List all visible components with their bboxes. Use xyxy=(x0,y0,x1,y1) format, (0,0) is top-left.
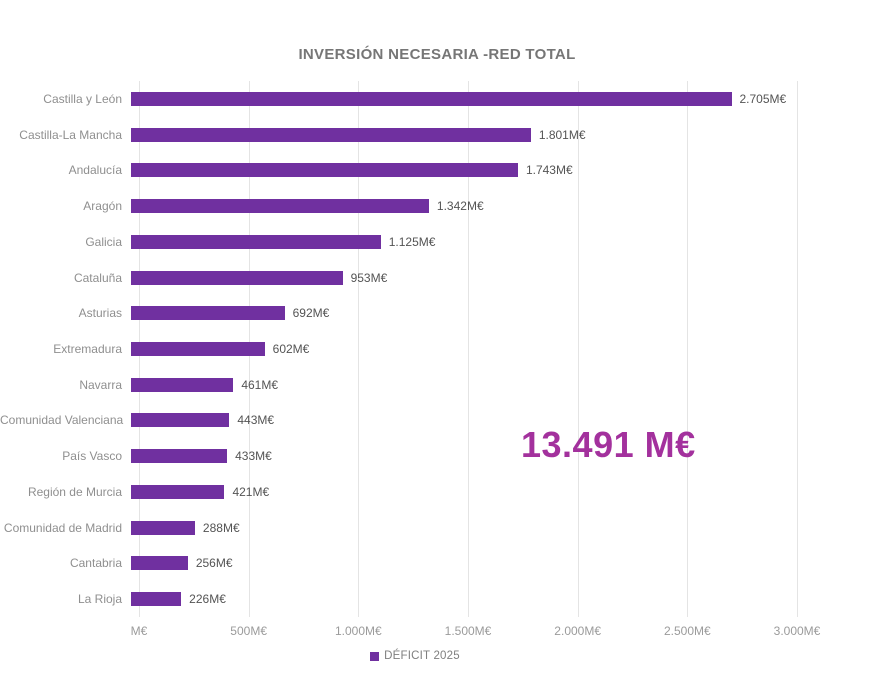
value-label: 288M€ xyxy=(202,520,240,535)
value-label: 953M€ xyxy=(350,270,388,285)
legend-swatch xyxy=(370,651,380,661)
x-tick-label: 2.500M€ xyxy=(663,624,711,638)
category-label: Andalucía xyxy=(68,163,122,178)
category-label: Comunidad de Madrid xyxy=(3,520,122,535)
bar xyxy=(131,270,343,285)
bar xyxy=(131,377,234,392)
bar-row: Galicia 1.125M€ xyxy=(0,224,797,260)
bar xyxy=(131,91,732,106)
category-label: Galicia xyxy=(85,234,122,249)
bar-track: 1.125M€ xyxy=(131,224,797,260)
chart-title: INVERSIÓN NECESARIA -RED TOTAL xyxy=(298,46,576,63)
bar-track: 421M€ xyxy=(131,474,797,510)
x-tick-label: 2.000M€ xyxy=(554,624,602,638)
value-label: 443M€ xyxy=(237,413,275,428)
bar-row: Comunidad Valenciana 443M€ xyxy=(0,403,797,439)
gridline xyxy=(687,81,689,617)
bar xyxy=(131,234,381,249)
bar-row: Navarra 461M€ xyxy=(0,367,797,403)
gridline xyxy=(468,81,469,617)
plot-area: Castilla y León 2.705M€ Castilla-La Manc… xyxy=(0,81,798,617)
x-axis: M€ 500M€ 1.000M€ 1.500M€ 2.000M€ 2.500M€… xyxy=(131,624,821,640)
x-tick-label: 3.000M€ xyxy=(773,624,821,638)
bar-row: Andalucía 1.743M€ xyxy=(0,152,797,188)
bar xyxy=(131,413,230,428)
bar-track: 1.342M€ xyxy=(131,188,797,224)
bar-track: 1.801M€ xyxy=(131,117,797,153)
category-label: Cantabria xyxy=(69,556,122,571)
bar-track: 1.743M€ xyxy=(131,152,797,188)
bar-rows: Castilla y León 2.705M€ Castilla-La Manc… xyxy=(0,81,797,617)
bar xyxy=(131,199,429,214)
bar-track: 461M€ xyxy=(131,367,797,403)
value-label: 256M€ xyxy=(195,556,233,571)
x-tick-label: M€ xyxy=(130,624,148,638)
value-label: 226M€ xyxy=(189,592,226,607)
category-label: Asturias xyxy=(78,306,122,321)
value-label: 461M€ xyxy=(241,377,279,392)
gridline xyxy=(797,81,798,617)
bar-row: Comunidad de Madrid 288M€ xyxy=(0,510,797,546)
legend: DÉFICIT 2025 xyxy=(0,650,830,662)
category-label: Comunidad Valenciana xyxy=(0,413,124,428)
gridline xyxy=(577,81,579,617)
bar-track: 602M€ xyxy=(131,331,797,367)
bar-row: Aragón 1.342M€ xyxy=(0,188,797,224)
bar-row: País Vasco 433M€ xyxy=(0,438,797,474)
bar xyxy=(131,163,518,178)
value-label: 1.801M€ xyxy=(538,127,586,142)
bar xyxy=(131,127,531,142)
bar xyxy=(131,556,188,571)
x-tick-label: 1.000M€ xyxy=(334,624,382,638)
bar-track: 433M€ xyxy=(131,438,797,474)
bar xyxy=(131,306,285,321)
bar xyxy=(131,520,195,535)
category-label: País Vasco xyxy=(62,449,122,464)
bar-track: 226M€ xyxy=(131,581,797,617)
bar-row: La Rioja 226M€ xyxy=(0,581,797,617)
bar xyxy=(131,484,225,499)
bar-track: 692M€ xyxy=(131,295,797,331)
value-label: 2.705M€ xyxy=(739,91,787,106)
bar xyxy=(131,342,265,356)
category-label: Extremadura xyxy=(53,342,122,356)
bar-row: Cantabria 256M€ xyxy=(0,546,797,582)
bar-row: Asturias 692M€ xyxy=(0,295,797,331)
category-label: Castilla-La Mancha xyxy=(19,127,122,142)
value-label: 1.342M€ xyxy=(436,199,484,214)
bar-track: 2.705M€ xyxy=(131,81,797,117)
bar-track: 443M€ xyxy=(131,403,797,439)
bar-row: Castilla y León 2.705M€ xyxy=(0,81,797,117)
category-label: Región de Murcia xyxy=(27,484,122,499)
bar-track: 256M€ xyxy=(131,546,797,582)
bar-row: Cataluña 953M€ xyxy=(0,260,797,296)
value-label: 433M€ xyxy=(235,449,272,464)
value-label: 1.125M€ xyxy=(388,234,436,249)
category-label: Castilla y León xyxy=(43,91,122,106)
value-label: 421M€ xyxy=(232,484,270,499)
bar-row: Castilla-La Mancha 1.801M€ xyxy=(0,117,797,153)
x-tick-label: 500M€ xyxy=(230,624,268,638)
category-label: Aragón xyxy=(83,199,122,214)
category-label: Cataluña xyxy=(73,270,122,285)
legend-label: DÉFICIT 2025 xyxy=(384,650,460,662)
x-tick-label: 1.500M€ xyxy=(444,624,492,638)
total-annotation: 13.491 M€ xyxy=(521,424,696,465)
value-label: 692M€ xyxy=(292,306,330,321)
bar-track: 288M€ xyxy=(131,510,797,546)
bar xyxy=(131,592,182,607)
bar-track: 953M€ xyxy=(131,260,797,296)
bar-row: Extremadura 602M€ xyxy=(0,331,797,367)
bar xyxy=(131,449,228,464)
category-label: La Rioja xyxy=(77,592,122,607)
category-label: Navarra xyxy=(79,377,122,392)
gridline xyxy=(358,81,360,617)
bar-row: Región de Murcia 421M€ xyxy=(0,474,797,510)
value-label: 1.743M€ xyxy=(525,163,573,178)
value-label: 602M€ xyxy=(272,342,310,356)
